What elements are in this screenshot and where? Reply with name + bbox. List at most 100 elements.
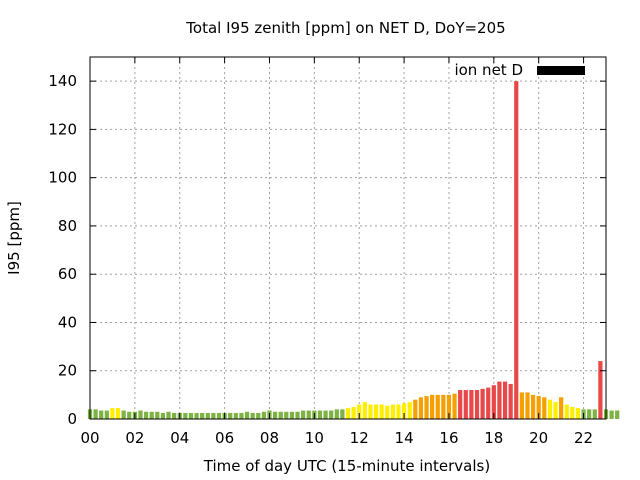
bar — [379, 404, 384, 419]
bar — [93, 409, 98, 419]
bar — [183, 412, 188, 419]
x-tick-label: 04 — [170, 429, 189, 447]
bar — [278, 411, 283, 419]
y-tick-label: 20 — [58, 362, 77, 380]
bar — [155, 411, 160, 419]
y-tick-labels: 0 20 40 60 80 100 120 140 — [48, 72, 77, 428]
bar — [491, 385, 496, 419]
y-tick-label: 140 — [48, 72, 77, 90]
x-tick-label: 14 — [395, 429, 414, 447]
legend-label: ion net D — [454, 61, 523, 79]
bar — [592, 409, 597, 419]
axis-ticks — [89, 57, 606, 420]
bar — [149, 411, 154, 419]
bar — [598, 361, 603, 419]
bar — [216, 412, 222, 419]
x-tick-label: 06 — [215, 429, 234, 447]
bar — [469, 390, 474, 419]
bar — [514, 81, 519, 419]
bar — [244, 411, 250, 419]
bar — [115, 408, 121, 419]
y-tick-label: 80 — [58, 217, 77, 235]
bar — [306, 410, 311, 419]
x-tick-label: 10 — [305, 429, 324, 447]
y-tick-label: 0 — [67, 410, 77, 428]
bar — [564, 404, 569, 419]
bar — [430, 394, 435, 419]
bar — [519, 392, 524, 419]
x-tick-label: 08 — [260, 429, 279, 447]
bar — [458, 390, 463, 419]
bar — [368, 404, 373, 419]
bar — [587, 409, 592, 419]
x-axis-label: Time of day UTC (15-minute intervals) — [203, 457, 490, 475]
y-tick-label: 40 — [58, 313, 77, 331]
bar — [396, 404, 401, 419]
bar — [390, 404, 395, 419]
bar — [138, 410, 143, 419]
bar — [110, 408, 115, 419]
bar — [239, 412, 244, 419]
bar — [200, 412, 205, 419]
bar — [407, 402, 412, 419]
bar — [385, 405, 390, 419]
y-tick-label: 120 — [48, 120, 77, 138]
bar — [530, 394, 536, 419]
bar — [104, 410, 109, 419]
bar — [166, 411, 171, 419]
bar — [351, 406, 356, 419]
bar — [570, 406, 575, 419]
bar — [486, 387, 491, 419]
bar — [205, 412, 210, 419]
bar — [474, 390, 480, 419]
bar — [295, 411, 300, 419]
bar — [497, 381, 502, 419]
bar — [609, 410, 614, 419]
legend-swatch — [537, 66, 585, 75]
bar — [413, 399, 418, 419]
x-tick-label: 22 — [574, 429, 593, 447]
bar — [508, 384, 513, 419]
bar — [99, 410, 104, 419]
plot-frame — [89, 56, 607, 420]
bar — [127, 411, 132, 419]
bar — [575, 408, 581, 419]
y-tick-label: 60 — [58, 265, 77, 283]
bar — [615, 410, 620, 419]
x-tick-label: 16 — [439, 429, 458, 447]
bar — [362, 402, 367, 419]
y-tick-label: 100 — [48, 169, 77, 187]
bar — [424, 396, 429, 419]
bar — [143, 411, 149, 419]
bar — [441, 394, 446, 419]
bar — [121, 410, 126, 419]
bar — [340, 409, 345, 419]
bars — [87, 81, 620, 419]
bar — [211, 412, 216, 419]
bar — [323, 410, 328, 419]
bar — [480, 388, 485, 419]
bar — [435, 394, 440, 419]
bar — [188, 412, 194, 419]
x-tick-label: 02 — [125, 429, 144, 447]
bar — [284, 411, 289, 419]
bar — [233, 412, 238, 419]
bar — [194, 412, 199, 419]
bar — [301, 410, 306, 419]
bar — [502, 381, 508, 419]
legend: ion net D — [454, 61, 585, 79]
bar — [345, 408, 351, 419]
bar — [452, 393, 457, 419]
bar — [446, 394, 452, 419]
bar — [357, 404, 362, 419]
bar — [329, 410, 334, 419]
bar — [553, 402, 558, 419]
x-tick-labels: 00 02 04 06 08 10 12 14 16 18 20 22 — [80, 429, 593, 447]
chart-title: Total I95 zenith [ppm] on NET D, DoY=205 — [185, 19, 505, 37]
bar — [547, 399, 553, 419]
grid — [90, 57, 606, 419]
bar — [559, 397, 564, 419]
x-tick-label: 18 — [484, 429, 503, 447]
bar — [272, 411, 278, 419]
